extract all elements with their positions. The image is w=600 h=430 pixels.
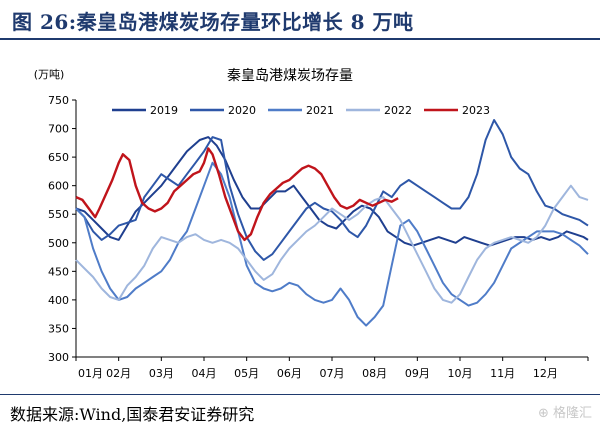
watermark-text: 格隆汇 — [552, 406, 592, 421]
chart-title: 秦皇岛港煤炭场存量 — [227, 68, 353, 84]
y-tick-label: 500 — [48, 237, 69, 250]
series-line-2023 — [75, 147, 399, 242]
legend-label-2023: 2023 — [462, 104, 490, 117]
legend-label-2021: 2021 — [306, 104, 334, 117]
x-tick-label: 02月 — [106, 367, 131, 380]
chart-axes: 300 350 400 450 500 550 600 650 700 750 01月 02月 03月 0… — [48, 94, 589, 380]
x-tick-label: 10月 — [448, 367, 473, 380]
legend-label-2022: 2022 — [384, 104, 412, 117]
title-divider — [0, 38, 600, 40]
watermark-glyph: ⊕ — [537, 406, 553, 421]
x-tick-label: 05月 — [234, 367, 259, 380]
series-line-2019 — [75, 136, 589, 247]
figure-title: 图 26:秦皇岛港煤炭场存量环比增长 8 万吨 — [12, 10, 414, 34]
watermark-logo: ⊕ 格隆汇 — [538, 402, 592, 421]
x-tick-label: 01月 — [78, 367, 103, 380]
legend-label-2020: 2020 — [228, 104, 256, 117]
data-source-note: 数据来源:Wind,国泰君安证券研究 — [10, 405, 255, 424]
chart-legend: 2019 2020 2021 2022 2023 — [112, 104, 490, 117]
y-tick-label: 700 — [48, 123, 69, 136]
series-line-2022 — [75, 184, 589, 304]
y-tick-label: 400 — [48, 294, 69, 307]
chart-series-group — [75, 119, 589, 327]
x-tick-label: 04月 — [192, 367, 217, 380]
y-axis-unit-label: (万吨) — [34, 68, 65, 81]
x-tick-label: 09月 — [405, 367, 430, 380]
y-tick-label: 600 — [48, 180, 69, 193]
y-tick-label: 300 — [48, 351, 69, 364]
y-tick-label: 550 — [48, 208, 69, 221]
x-tick-label: 08月 — [362, 367, 387, 380]
x-tick-label: 11月 — [490, 367, 515, 380]
x-tick-label: 07月 — [320, 367, 345, 380]
y-tick-label: 350 — [48, 322, 69, 335]
series-line-2020 — [75, 119, 589, 261]
y-tick-label: 750 — [48, 94, 69, 107]
source-divider — [0, 394, 600, 395]
y-tick-label: 450 — [48, 265, 69, 278]
y-tick-label: 650 — [48, 151, 69, 164]
x-tick-label: 06月 — [277, 367, 302, 380]
x-tick-label: 12月 — [533, 367, 558, 380]
series-line-2021 — [75, 161, 589, 327]
legend-label-2019: 2019 — [150, 104, 178, 117]
x-tick-label: 03月 — [149, 367, 174, 380]
